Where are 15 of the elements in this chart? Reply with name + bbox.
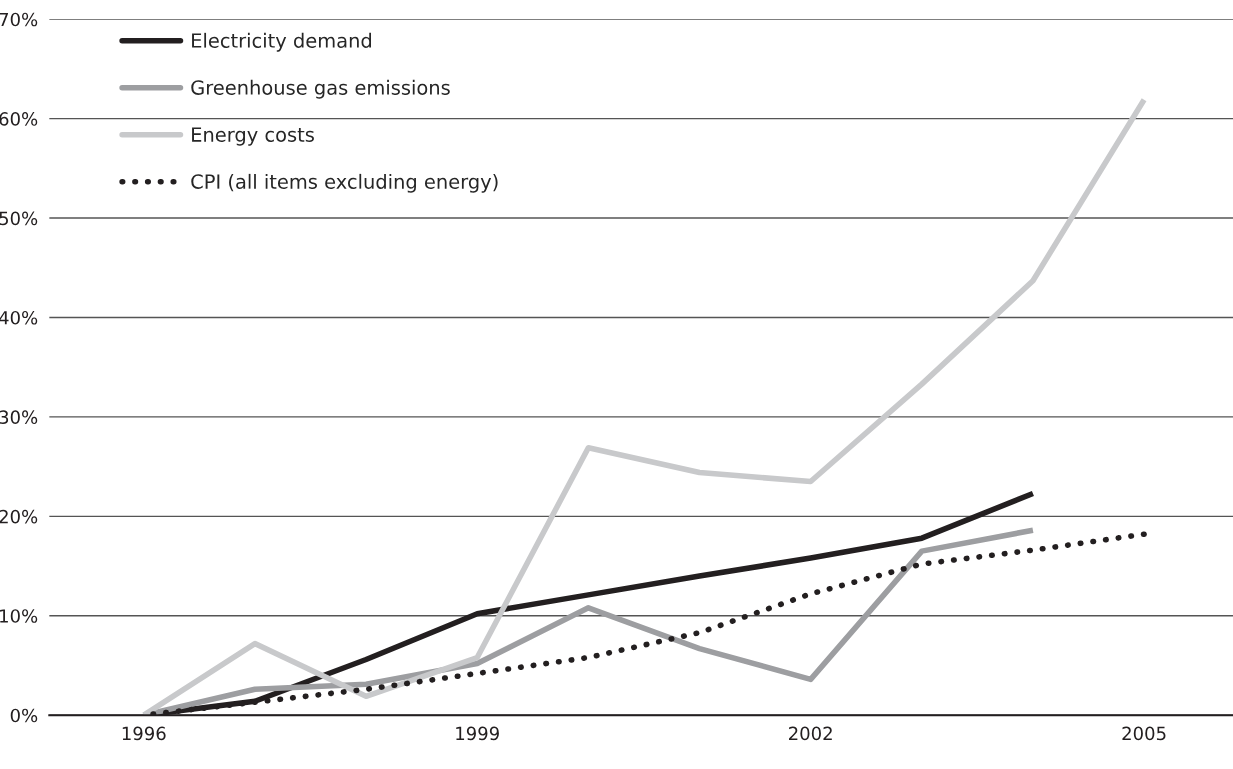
legend-label: Energy costs bbox=[192, 127, 314, 146]
y-tick-label: 10% bbox=[0, 609, 38, 623]
x-tick-label: 1996 bbox=[122, 726, 166, 741]
y-tick-label: 0% bbox=[10, 708, 38, 723]
y-tick-label: 70% bbox=[0, 12, 38, 27]
y-tick-label: 20% bbox=[0, 509, 38, 524]
x-tick-label: 2002 bbox=[789, 726, 832, 741]
y-tick-label: 30% bbox=[0, 410, 38, 425]
x-tick-label: 1999 bbox=[456, 726, 499, 741]
legend-label: Electricity demand bbox=[192, 32, 371, 52]
y-tick-label: 60% bbox=[0, 112, 38, 126]
legend-label: CPI (all items excluding energy) bbox=[191, 173, 498, 193]
x-tick-label: 2005 bbox=[1122, 726, 1166, 741]
legend-label: Greenhouse gas emissions bbox=[191, 79, 450, 99]
y-tick-label: 50% bbox=[0, 211, 38, 226]
